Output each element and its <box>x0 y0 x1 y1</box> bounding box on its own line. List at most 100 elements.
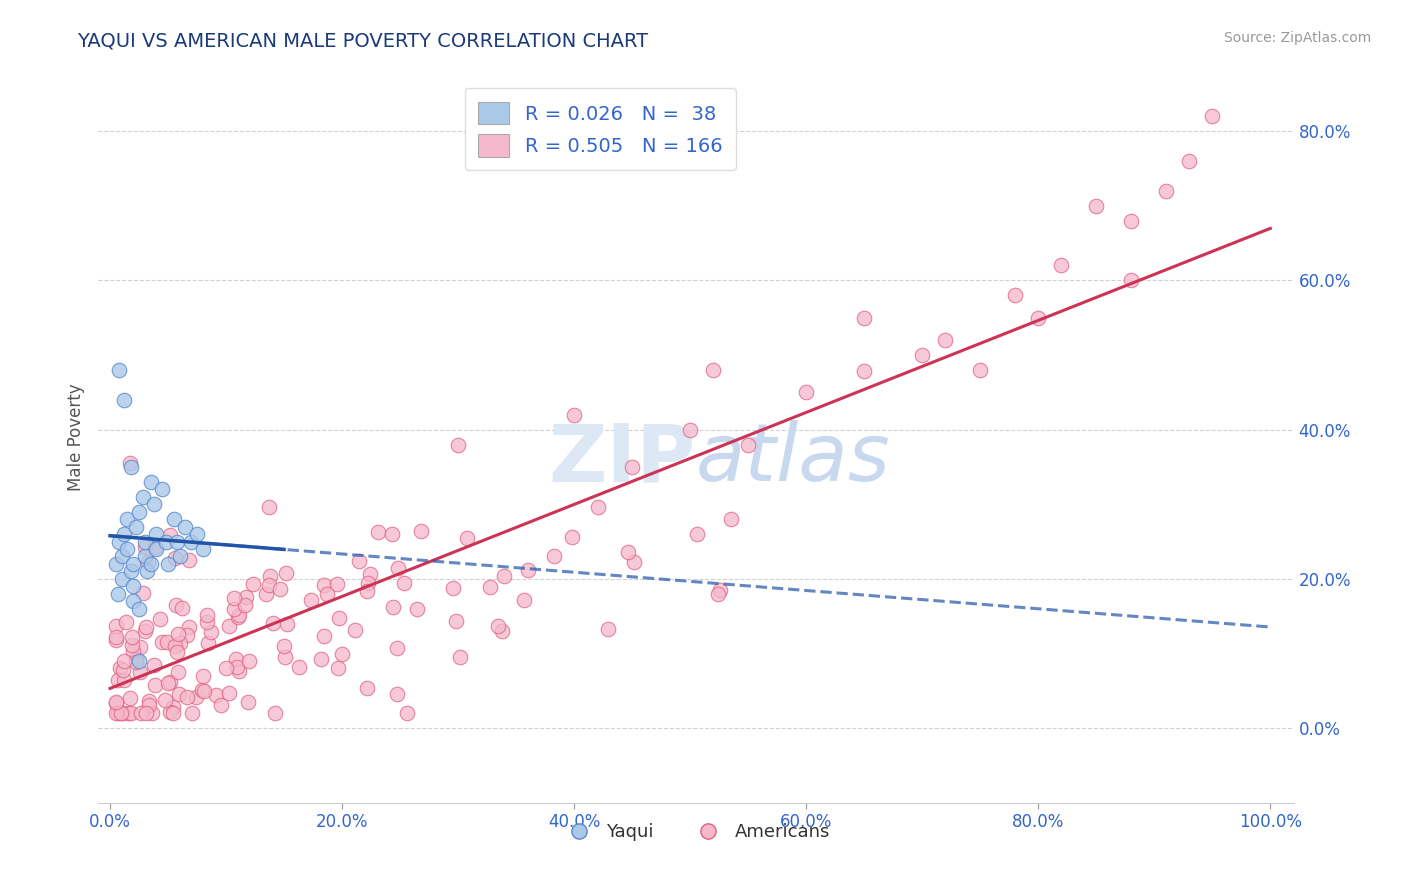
Point <box>176 690 198 704</box>
Point <box>131 490 153 504</box>
Point <box>143 497 166 511</box>
Point <box>1050 259 1073 273</box>
Point <box>108 534 131 549</box>
Point <box>169 549 191 564</box>
Point <box>233 598 256 612</box>
Point <box>121 638 143 652</box>
Point <box>134 540 156 554</box>
Point <box>263 706 285 721</box>
Point <box>395 706 418 721</box>
Point <box>128 654 150 668</box>
Point <box>121 643 143 657</box>
Point <box>110 661 132 675</box>
Point <box>326 661 349 675</box>
Point <box>702 363 724 377</box>
Point <box>163 512 186 526</box>
Point <box>274 566 297 580</box>
Point <box>128 505 150 519</box>
Point <box>456 531 478 545</box>
Point <box>441 581 464 595</box>
Point <box>122 594 145 608</box>
Point <box>112 527 135 541</box>
Point <box>228 608 250 623</box>
Point <box>254 587 277 601</box>
Point <box>218 619 240 633</box>
Point <box>117 706 139 721</box>
Point <box>138 694 160 708</box>
Point <box>685 527 707 541</box>
Point <box>170 601 193 615</box>
Point <box>679 423 702 437</box>
Point <box>115 615 138 630</box>
Point <box>104 619 127 633</box>
Point <box>104 706 127 721</box>
Point <box>330 647 353 661</box>
Point <box>128 601 150 615</box>
Point <box>107 673 129 687</box>
Point <box>117 512 139 526</box>
Point <box>163 639 186 653</box>
Point <box>737 437 759 451</box>
Point <box>180 706 202 721</box>
Point <box>911 348 934 362</box>
Point <box>163 550 186 565</box>
Point <box>104 631 127 645</box>
Point <box>191 542 214 557</box>
Point <box>107 706 129 721</box>
Point <box>273 639 295 653</box>
Point <box>347 554 370 568</box>
Point <box>136 555 159 569</box>
Point <box>326 577 349 591</box>
Point <box>934 333 956 347</box>
Point <box>1004 288 1026 302</box>
Point <box>616 545 638 559</box>
Point <box>561 531 583 545</box>
Point <box>242 577 264 591</box>
Point <box>259 569 281 583</box>
Point <box>562 408 585 422</box>
Point <box>112 654 135 668</box>
Point <box>707 587 730 601</box>
Point <box>141 706 163 721</box>
Point <box>409 524 432 538</box>
Point <box>1026 310 1049 325</box>
Legend: Yaqui, Americans: Yaqui, Americans <box>554 816 838 848</box>
Point <box>107 587 129 601</box>
Point <box>359 566 381 581</box>
Point <box>228 665 250 679</box>
Point <box>969 363 991 377</box>
Point <box>312 629 335 643</box>
Point <box>166 534 188 549</box>
Point <box>145 527 167 541</box>
Point <box>155 534 177 549</box>
Point <box>135 620 157 634</box>
Point <box>112 663 135 677</box>
Point <box>1178 153 1201 168</box>
Point <box>143 540 166 554</box>
Point <box>176 628 198 642</box>
Point <box>191 669 214 683</box>
Point <box>273 650 295 665</box>
Point <box>494 569 516 583</box>
Point <box>543 549 565 563</box>
Point <box>491 624 513 638</box>
Point <box>387 561 409 575</box>
Point <box>162 700 184 714</box>
Point <box>139 557 162 571</box>
Point <box>478 580 501 594</box>
Point <box>174 519 197 533</box>
Point <box>110 706 132 721</box>
Point <box>117 542 139 557</box>
Point <box>145 542 167 557</box>
Point <box>112 392 135 407</box>
Point <box>142 658 165 673</box>
Point <box>262 615 284 630</box>
Point <box>794 385 817 400</box>
Y-axis label: Male Poverty: Male Poverty <box>67 384 86 491</box>
Point <box>385 640 408 655</box>
Point <box>104 557 127 571</box>
Point <box>1201 109 1223 123</box>
Point <box>184 690 207 705</box>
Point <box>444 614 467 628</box>
Point <box>205 688 228 702</box>
